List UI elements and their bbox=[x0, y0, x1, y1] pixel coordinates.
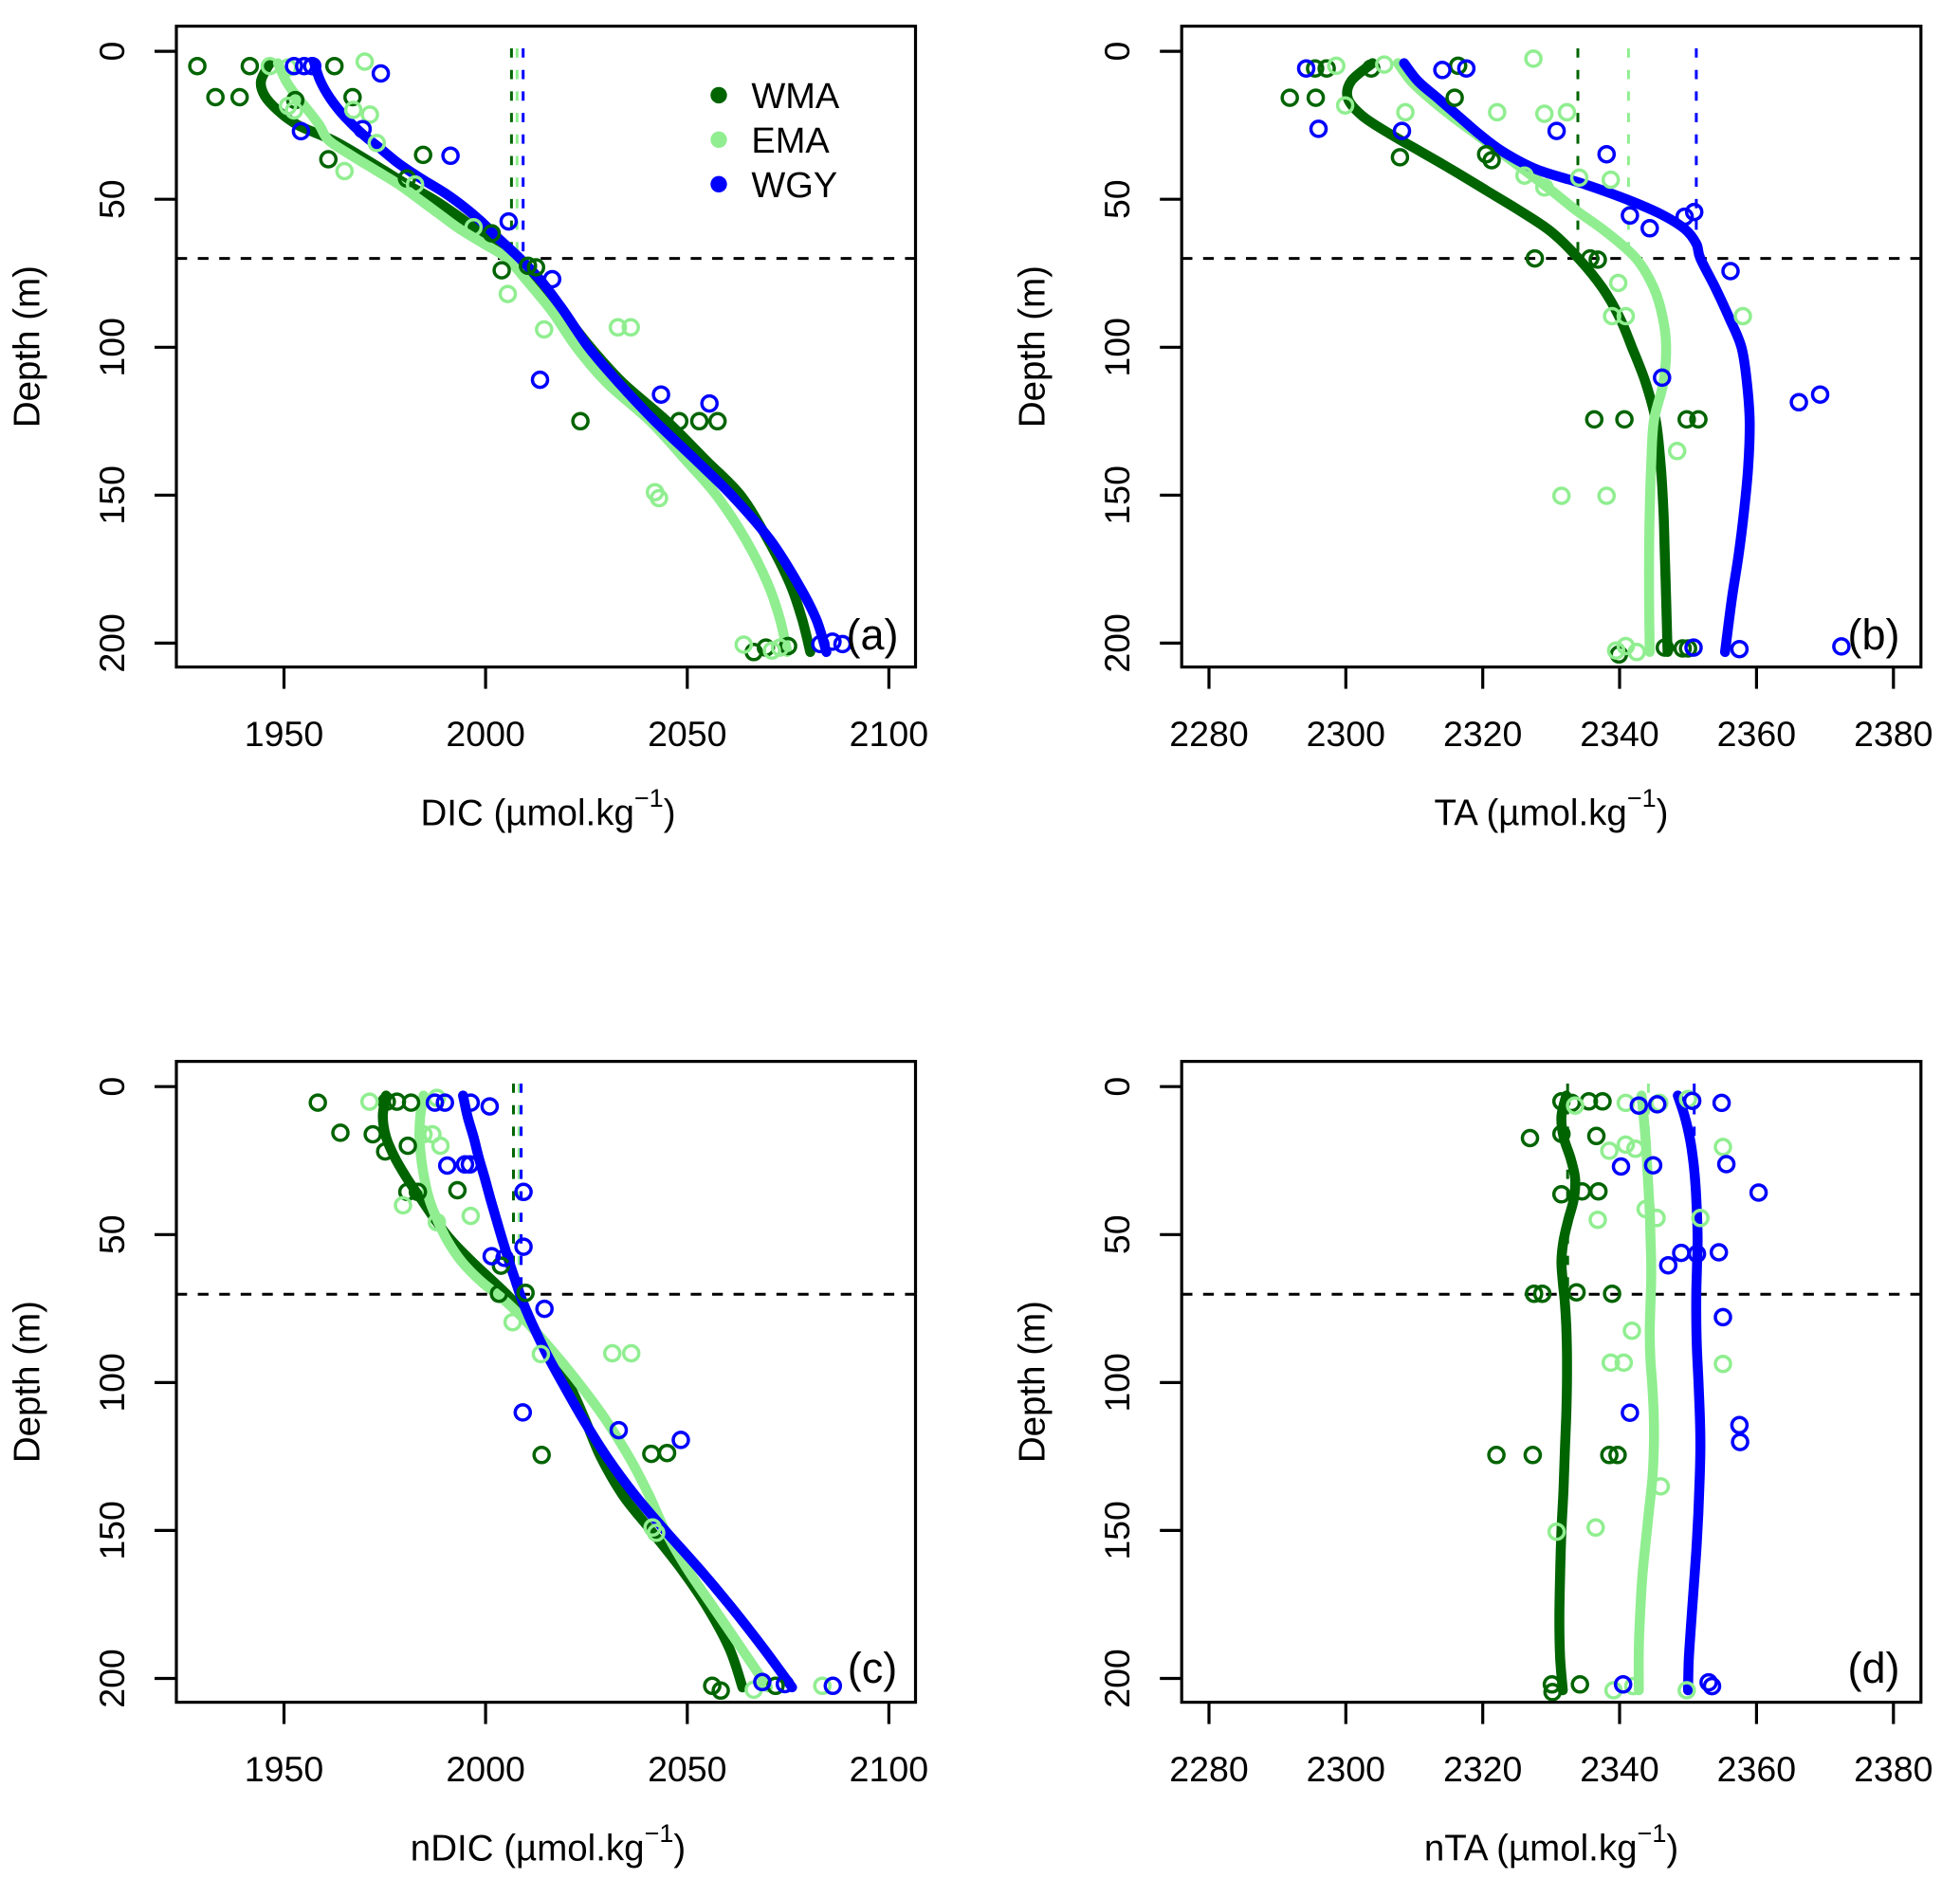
svg-text:0: 0 bbox=[1097, 42, 1137, 62]
svg-text:WGY: WGY bbox=[751, 166, 837, 206]
svg-text:150: 150 bbox=[92, 1501, 132, 1560]
svg-text:100: 100 bbox=[92, 1353, 132, 1413]
svg-text:1950: 1950 bbox=[245, 1749, 323, 1789]
svg-text:(c): (c) bbox=[848, 1644, 897, 1692]
svg-text:2280: 2280 bbox=[1169, 1749, 1248, 1789]
svg-text:0: 0 bbox=[92, 42, 132, 62]
svg-text:200: 200 bbox=[92, 613, 132, 673]
svg-text:2100: 2100 bbox=[850, 1749, 928, 1789]
svg-text:200: 200 bbox=[1097, 1649, 1137, 1708]
svg-text:0: 0 bbox=[1097, 1077, 1137, 1097]
svg-text:(a): (a) bbox=[847, 611, 899, 659]
svg-text:50: 50 bbox=[1097, 1214, 1137, 1254]
svg-text:Depth (m): Depth (m) bbox=[1013, 1301, 1053, 1463]
svg-text:2300: 2300 bbox=[1307, 714, 1385, 754]
svg-text:Depth (m): Depth (m) bbox=[1013, 265, 1053, 428]
svg-text:150: 150 bbox=[1097, 1501, 1137, 1560]
svg-text:2050: 2050 bbox=[648, 714, 726, 754]
svg-text:(d): (d) bbox=[1848, 1644, 1900, 1692]
svg-text:2000: 2000 bbox=[446, 1749, 524, 1789]
svg-text:200: 200 bbox=[92, 1649, 132, 1708]
svg-text:2300: 2300 bbox=[1307, 1749, 1385, 1789]
svg-text:2320: 2320 bbox=[1443, 714, 1522, 754]
svg-text:EMA: EMA bbox=[751, 121, 830, 161]
svg-text:Depth (m): Depth (m) bbox=[8, 265, 48, 428]
svg-text:2100: 2100 bbox=[850, 714, 928, 754]
svg-text:nTA (µmol.kg−1): nTA (µmol.kg−1) bbox=[1424, 1819, 1678, 1869]
svg-text:2320: 2320 bbox=[1443, 1749, 1522, 1789]
svg-text:Depth (m): Depth (m) bbox=[8, 1301, 48, 1463]
svg-text:2380: 2380 bbox=[1854, 714, 1933, 754]
svg-text:2380: 2380 bbox=[1854, 1749, 1933, 1789]
svg-text:2050: 2050 bbox=[648, 1749, 726, 1789]
svg-text:150: 150 bbox=[92, 465, 132, 525]
svg-text:100: 100 bbox=[92, 318, 132, 377]
svg-text:2000: 2000 bbox=[446, 714, 524, 754]
svg-text:50: 50 bbox=[92, 179, 132, 219]
svg-text:2280: 2280 bbox=[1169, 714, 1248, 754]
svg-text:(b): (b) bbox=[1848, 611, 1900, 659]
svg-text:2340: 2340 bbox=[1580, 714, 1658, 754]
svg-text:100: 100 bbox=[1097, 1353, 1137, 1413]
svg-text:150: 150 bbox=[1097, 465, 1137, 525]
svg-text:2360: 2360 bbox=[1717, 1749, 1796, 1789]
svg-text:50: 50 bbox=[1097, 179, 1137, 219]
svg-text:0: 0 bbox=[92, 1077, 132, 1097]
svg-text:100: 100 bbox=[1097, 318, 1137, 377]
svg-text:WMA: WMA bbox=[751, 77, 840, 117]
svg-text:nDIC (µmol.kg−1): nDIC (µmol.kg−1) bbox=[411, 1819, 686, 1869]
svg-text:200: 200 bbox=[1097, 613, 1137, 673]
svg-text:DIC (µmol.kg−1): DIC (µmol.kg−1) bbox=[420, 784, 675, 834]
svg-text:50: 50 bbox=[92, 1214, 132, 1254]
svg-text:2360: 2360 bbox=[1717, 714, 1796, 754]
svg-text:2340: 2340 bbox=[1580, 1749, 1658, 1789]
svg-text:1950: 1950 bbox=[245, 714, 323, 754]
